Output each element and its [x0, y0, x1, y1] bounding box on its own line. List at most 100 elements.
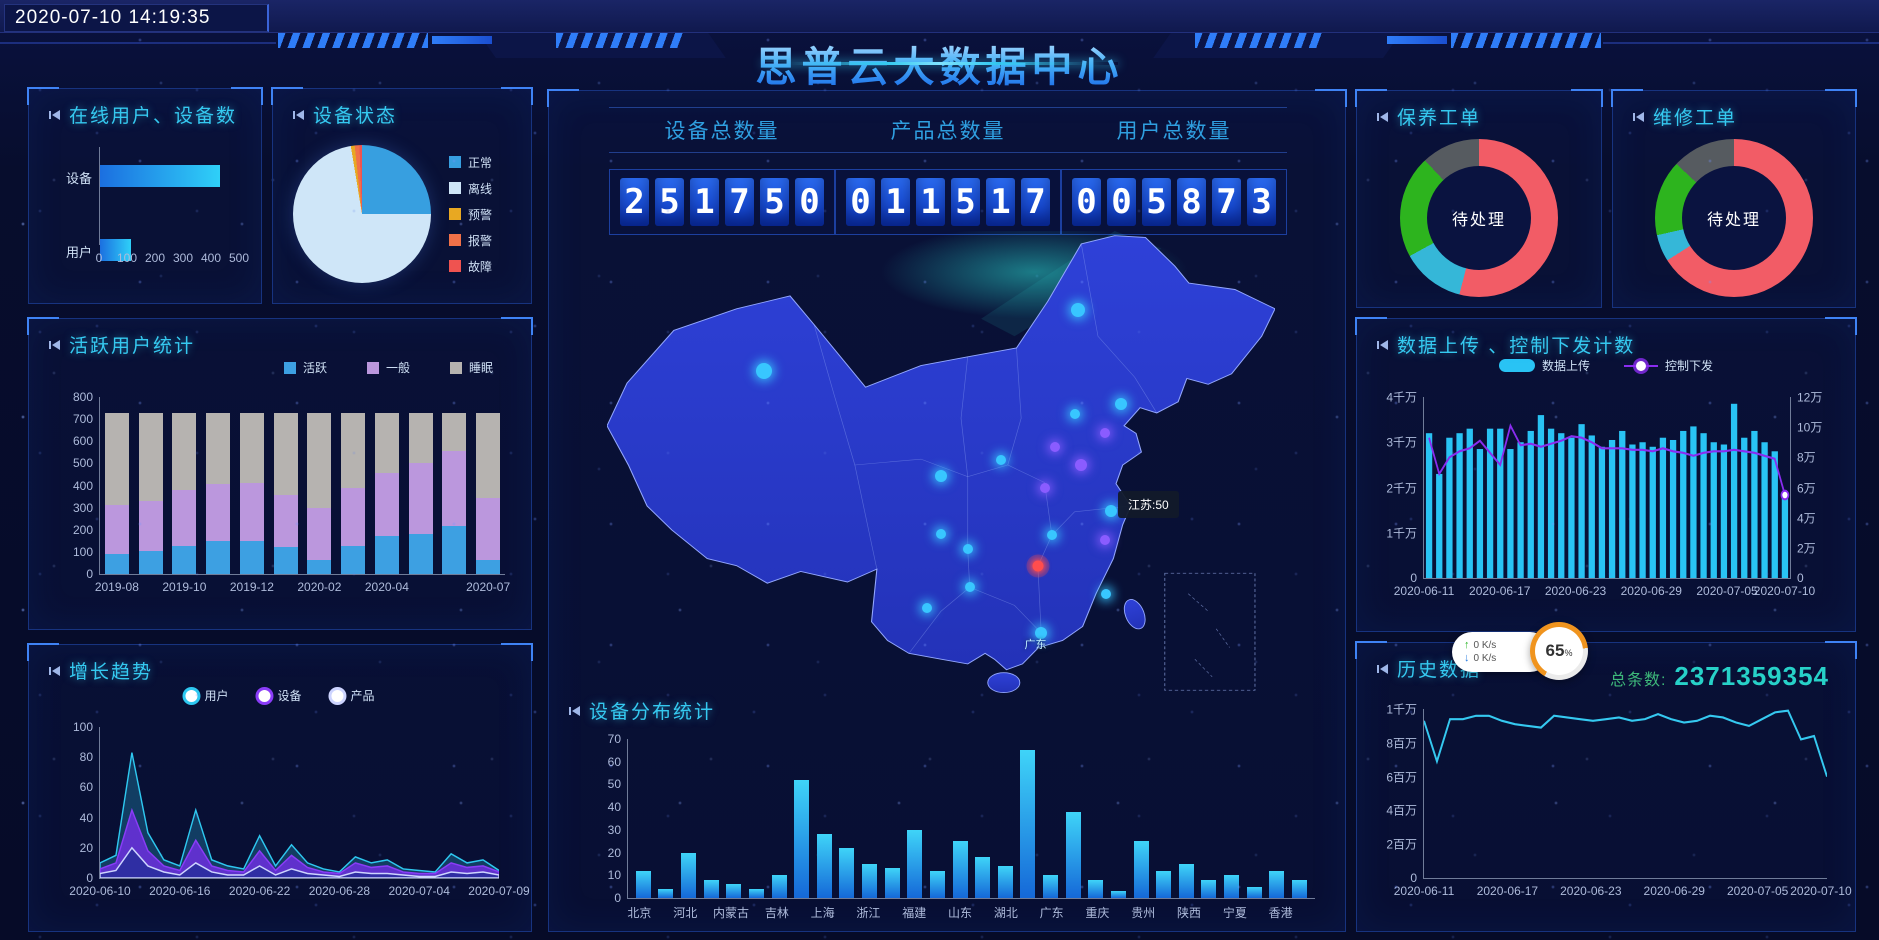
maintenance-donut-chart[interactable]: 待处理: [1357, 135, 1601, 301]
bar[interactable]: [1246, 886, 1262, 898]
stacked-bar[interactable]: [476, 397, 501, 574]
bar[interactable]: [658, 888, 674, 898]
bar[interactable]: [703, 879, 719, 898]
legend-item[interactable]: 设备: [258, 687, 302, 704]
stacked-bar[interactable]: [374, 397, 399, 574]
bar[interactable]: [907, 829, 923, 898]
map-dot[interactable]: [1032, 560, 1044, 572]
device-status-pie-chart[interactable]: 正常离线预警报警故障: [287, 135, 521, 293]
bar[interactable]: [635, 870, 651, 898]
upload-control-combo-chart[interactable]: 数据上传 控制下发 0 1千万 2千万 3千万 4千万 0 2万 4万 6万 8万 10万 12万 2020…: [1375, 357, 1837, 619]
legend-item[interactable]: 控制下发: [1624, 357, 1713, 374]
map-dot[interactable]: [1099, 427, 1110, 438]
active-users-stacked-chart[interactable]: 活跃 一般 睡眠 0 100 200 300 400 500 600 700 800 2019-08 20…: [47, 359, 513, 617]
bar[interactable]: [771, 875, 787, 898]
bar: [1669, 439, 1677, 578]
stacked-bar[interactable]: [408, 397, 433, 574]
bar-segment: [307, 507, 332, 560]
legend-item[interactable]: 睡眠: [449, 359, 493, 376]
stacked-bar[interactable]: [239, 397, 264, 574]
stacked-bar[interactable]: [206, 397, 231, 574]
legend-item[interactable]: 用户: [185, 687, 228, 704]
bar[interactable]: [862, 863, 878, 898]
stacked-bar[interactable]: [273, 397, 298, 574]
donut[interactable]: 待处理: [1400, 139, 1558, 297]
device-distribution-chart[interactable]: 0 10 20 30 40 50 60 70 北京 河北 内蒙古 吉林 上海 浙江 福建 山东 湖北 广东 重庆 贵州…: [608, 732, 1315, 921]
legend-item[interactable]: 离线: [449, 180, 492, 197]
map-dot[interactable]: [1075, 459, 1088, 471]
bar[interactable]: [1110, 891, 1126, 898]
bar[interactable]: [816, 834, 832, 898]
bar[interactable]: [1224, 875, 1240, 898]
bar[interactable]: [681, 852, 697, 898]
map-dot[interactable]: [996, 455, 1007, 466]
chart-legend: 活跃 一般 睡眠: [283, 359, 493, 376]
donut[interactable]: 待处理: [1655, 139, 1813, 297]
bar[interactable]: [726, 884, 742, 898]
net-speed-widget[interactable]: ↑ 0 K/s ↓ 0 K/s 65%: [1452, 622, 1588, 680]
growth-trend-area-chart[interactable]: 用户 设备 产品 0 20 40 60 80 100 2020-06-10 2020-06-16 20…: [47, 685, 529, 919]
bar[interactable]: [1201, 879, 1217, 898]
map-dot[interactable]: [935, 469, 947, 482]
x-axis-label: 重庆: [1085, 906, 1110, 920]
bar[interactable]: [884, 868, 900, 898]
bar[interactable]: [100, 239, 131, 261]
bar[interactable]: [748, 888, 764, 898]
legend-item[interactable]: 数据上传: [1498, 357, 1590, 374]
stacked-bar[interactable]: [172, 397, 197, 574]
bar[interactable]: [1178, 863, 1194, 898]
legend-swatch-icon: [449, 234, 461, 246]
legend-item[interactable]: 产品: [331, 687, 375, 704]
history-line-chart[interactable]: 0 2百万 4百万 6百万 8百万 1千万 2020-06-11 2020-06-17 2020…: [1375, 703, 1851, 919]
map-dot[interactable]: [1039, 483, 1050, 494]
map-dot[interactable]: [1115, 397, 1128, 410]
map-dot[interactable]: [1099, 534, 1110, 545]
bar[interactable]: [794, 779, 810, 898]
legend-item[interactable]: 活跃: [283, 359, 327, 376]
china-map[interactable]: 江苏:50 广东: [606, 225, 1276, 699]
bar[interactable]: [1156, 870, 1172, 898]
map-dot[interactable]: [1069, 409, 1080, 420]
bar[interactable]: [929, 870, 945, 898]
bar[interactable]: [952, 841, 968, 898]
legend-item[interactable]: 一般: [366, 359, 410, 376]
pie-chart[interactable]: [293, 145, 431, 283]
map-dot[interactable]: [962, 544, 973, 555]
map-dot[interactable]: [1100, 588, 1111, 599]
bar[interactable]: [1065, 811, 1081, 898]
bar[interactable]: [1043, 875, 1059, 898]
map-dot[interactable]: [1070, 302, 1085, 317]
bar[interactable]: [1088, 879, 1104, 898]
bar[interactable]: [839, 848, 855, 898]
stacked-bar[interactable]: [341, 397, 366, 574]
legend-item[interactable]: 报警: [449, 232, 492, 249]
stacked-bar[interactable]: [104, 397, 129, 574]
bar-segment: [104, 554, 129, 574]
repair-donut-chart[interactable]: 待处理: [1613, 135, 1855, 301]
online-users-devices-chart[interactable]: 设备 用户 0 100 200 300 400 500: [47, 141, 249, 269]
bar[interactable]: [1020, 750, 1036, 898]
map-dot[interactable]: [1049, 442, 1060, 453]
map-dot[interactable]: [921, 602, 932, 613]
legend-item[interactable]: 故障: [449, 258, 492, 275]
map-dot[interactable]: [755, 363, 772, 380]
bar[interactable]: [100, 165, 220, 187]
bar[interactable]: [975, 857, 991, 898]
map-dot[interactable]: [936, 529, 946, 540]
stacked-bar[interactable]: [138, 397, 163, 574]
bar: [1629, 444, 1636, 578]
plot-area: 0 2百万 4百万 6百万 8百万 1千万 2020-06-11 2020-06-17 2020…: [1386, 703, 1851, 899]
legend-item[interactable]: 正常: [449, 154, 492, 171]
map-dot[interactable]: [1046, 530, 1057, 541]
map-dot[interactable]: [964, 582, 975, 593]
legend-item[interactable]: 预警: [449, 206, 492, 223]
bar[interactable]: [1269, 870, 1285, 898]
map-dot[interactable]: [1035, 626, 1048, 639]
stacked-bar[interactable]: [307, 397, 332, 574]
bar[interactable]: [997, 866, 1013, 898]
stacked-bar[interactable]: [442, 397, 467, 574]
map-dot[interactable]: [1105, 504, 1118, 517]
bar[interactable]: [1291, 879, 1307, 898]
percent-gauge[interactable]: 65%: [1530, 622, 1588, 680]
bar[interactable]: [1133, 841, 1149, 898]
